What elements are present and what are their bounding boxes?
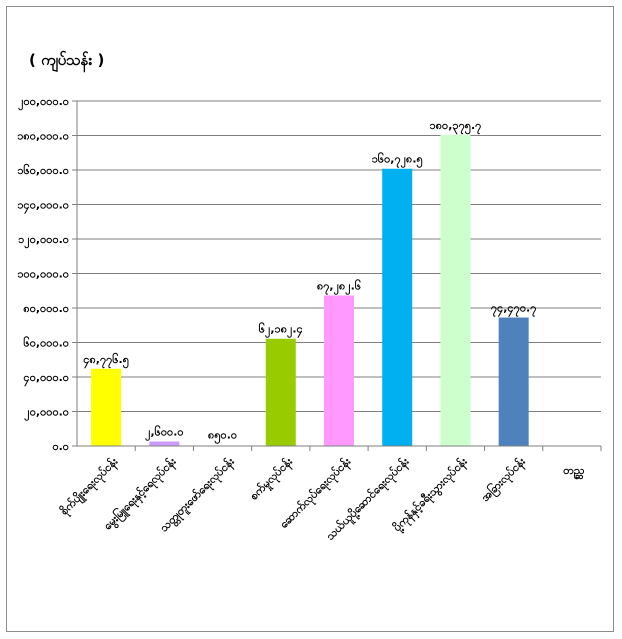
bar (265, 338, 296, 446)
data-label: ၇၄,၄၇၀.၇ (491, 302, 537, 318)
y-tick-label: ၁၆၀,၀၀၀.၀ (17, 164, 69, 177)
data-label: ၈၇,၂၈၂.၆ (317, 279, 361, 295)
data-label: ၆၂,၁၈၂.၄ (259, 323, 303, 339)
category-labels: စိုက်ပျိုးရေးလုပ်ငန်းမွေးမြူရေးနှင့်ရေလု… (57, 453, 585, 545)
bars (91, 134, 529, 446)
y-tick-label: ၄၀,၀၀၀.၀ (24, 371, 69, 387)
data-label: ၁၆၀,၇၂၈.၅ (372, 153, 424, 169)
unit-label: ( ကျပ်သန်း ) (29, 51, 105, 69)
y-axis-ticks: ၀.၀ ၂၀,၀၀၀.၀ ၄၀,၀၀၀.၀ ၆၀,၀၀၀.၀ ၈၀,၀၀၀.၀ ၁၀၀,၀… (17, 95, 602, 453)
data-label: ၈၅၀.၀ (208, 429, 237, 445)
bar (324, 295, 354, 446)
category-label: တည္ဆ (563, 464, 584, 480)
y-tick-label: ၁၀၀,၀၀၀.၀ (17, 268, 69, 281)
data-labels: ၄၈,၇၇၆.၅၂,၆၀၀.၀ ၈၅၀.၀ ၆၂,၁၈၂.၄ ၈၇,၂၈၂.၆ ၁၆၀,… (83, 119, 537, 445)
y-tick-label: ၂၀၀,၀၀၀.၀ (18, 95, 69, 111)
data-label: ၄၈,၇၇၆.၅ (83, 353, 129, 369)
bar (91, 368, 122, 446)
data-label: ၁၈၀,၃၇၅.၇ (430, 119, 483, 135)
data-label: ၂,၆၀၀.၀ (145, 426, 184, 442)
bar (382, 168, 413, 446)
bar (440, 134, 471, 446)
y-tick-label: ၀.၀ (52, 440, 69, 453)
bar (207, 444, 238, 446)
y-tick-label: ၁၂၀,၀၀၀.၀ (18, 233, 69, 249)
y-tick-label: ၂၀,၀၀၀.၀ (24, 406, 69, 422)
y-tick-label: ၆၀,၀၀၀.၀ (24, 337, 69, 350)
y-tick-label: ၁၄၀,၀၀၀.၀ (17, 199, 69, 215)
bar (149, 441, 180, 446)
y-tick-label: ၁၈၀,၀၀၀.၀ (17, 130, 69, 143)
category-label: စက်မှုလုပ်ငန်း (247, 453, 298, 504)
axes (76, 101, 601, 447)
category-label: အခြားလုပ်ငန်း (477, 453, 531, 507)
bar (498, 317, 529, 446)
y-tick-label: ၈၀,၀၀၀.၀ (23, 302, 69, 315)
